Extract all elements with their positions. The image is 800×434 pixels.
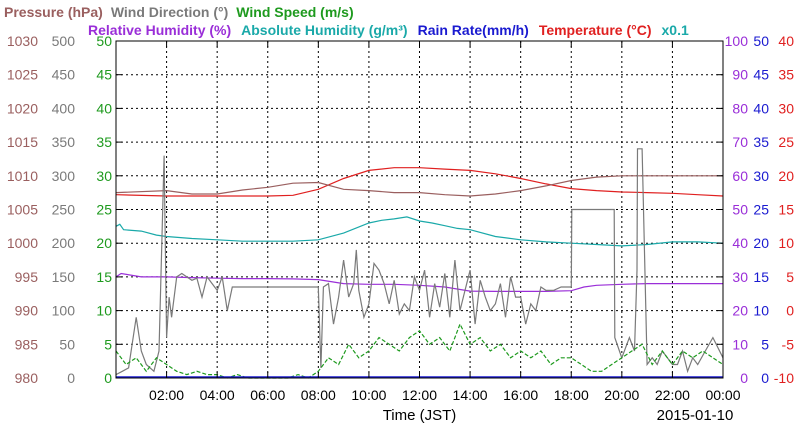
y-axes: 9809859909951000100510101015102010251030… [7,33,794,386]
y-tick-label-temperature: 0 [786,303,794,319]
y-tick-label-wind-speed: 0 [104,370,112,386]
y-tick-label-relative-humidity: 20 [732,303,748,319]
y-tick-label-rain-rate: 50 [753,33,769,49]
y-tick-label-temperature: -10 [774,370,794,386]
y-tick-label-wind-direction: 100 [52,303,76,319]
x-tick-label: 16:00 [503,387,538,403]
y-tick-label-relative-humidity: 10 [732,336,748,352]
y-tick-label-wind-direction: 200 [52,235,76,251]
y-tick-label-temperature: 30 [778,100,794,116]
y-tick-label-rain-rate: 20 [753,235,769,251]
y-tick-label-relative-humidity: 40 [732,235,748,251]
y-tick-label-wind-speed: 25 [96,202,112,218]
series-line-pressure [115,175,723,197]
header-title: Temperature (°C) [539,22,652,38]
x-tick-label: 04:00 [200,387,235,403]
series-line-relative-humidity [115,272,723,292]
y-tick-label-pressure: 1025 [7,67,38,83]
y-tick-label-pressure: 980 [15,370,39,386]
y-tick-label-rain-rate: 35 [753,134,769,150]
x-tick-label: 00:00 [705,387,740,403]
y-tick-label-wind-speed: 10 [96,303,112,319]
y-tick-label-wind-direction: 350 [52,134,76,150]
y-tick-label-wind-speed: 50 [96,33,112,49]
y-tick-label-rain-rate: 45 [753,67,769,83]
x-tick-label: 14:00 [453,387,488,403]
y-tick-label-rain-rate: 25 [753,202,769,218]
y-tick-label-wind-speed: 40 [96,100,112,116]
y-tick-label-wind-direction: 150 [52,269,76,285]
chart-series [115,148,724,379]
x-tick-label: 10:00 [351,387,386,403]
y-tick-label-rain-rate: 10 [753,303,769,319]
y-tick-label-pressure: 1005 [7,202,38,218]
x-tick-label: 18:00 [554,387,589,403]
y-tick-label-rain-rate: 0 [761,370,769,386]
y-tick-label-rain-rate: 40 [753,100,769,116]
y-tick-label-temperature: 25 [778,134,794,150]
y-tick-label-relative-humidity: 50 [732,202,748,218]
y-tick-label-pressure: 1015 [7,134,38,150]
header-title: x0.1 [662,22,689,38]
header-title: Wind Speed (m/s) [236,4,353,20]
y-tick-label-pressure: 995 [15,269,39,285]
date-label: 2015-01-10 [657,407,734,424]
x-tick-label: 08:00 [301,387,336,403]
y-tick-label-wind-speed: 20 [96,235,112,251]
header-title: Rain Rate(mm/h) [418,22,529,38]
y-tick-label-wind-direction: 400 [52,100,76,116]
y-tick-label-rain-rate: 15 [753,269,769,285]
x-tick-label: 02:00 [149,387,184,403]
x-axis-label: Time (JST) [383,407,457,424]
y-tick-label-pressure: 985 [15,336,39,352]
y-tick-label-pressure: 1030 [7,33,38,49]
y-tick-label-pressure: 990 [15,303,39,319]
chart-header: Pressure (hPa) Wind Direction (°) Wind Spe… [4,4,689,38]
y-tick-label-relative-humidity: 0 [740,370,748,386]
y-tick-label-wind-speed: 30 [96,168,112,184]
y-tick-label-pressure: 1010 [7,168,38,184]
y-tick-label-wind-direction: 50 [59,336,75,352]
series-line-wind-direction [115,148,724,376]
x-tick-label: 22:00 [655,387,690,403]
y-tick-label-relative-humidity: 30 [732,269,748,285]
y-tick-label-relative-humidity: 70 [732,134,748,150]
y-tick-label-relative-humidity: 60 [732,168,748,184]
y-tick-label-wind-direction: 450 [52,67,76,83]
header-title: Wind Direction (°) [111,4,228,20]
header-title: Absolute Humidity (g/m³) [241,22,407,38]
y-tick-label-wind-speed: 35 [96,134,112,150]
x-axis: 02:00 04:00 06:00 08:00 10:00 12:00 14:00 16:00… [149,41,741,403]
y-tick-label-wind-direction: 300 [52,168,76,184]
y-tick-label-temperature: 5 [786,269,794,285]
y-tick-label-wind-direction: 500 [52,33,76,49]
y-tick-label-wind-direction: 250 [52,202,76,218]
y-tick-label-temperature: 20 [778,168,794,184]
y-tick-label-temperature: 40 [778,33,794,49]
y-tick-label-temperature: 35 [778,67,794,83]
header-title: Pressure (hPa) [4,4,103,20]
y-tick-label-wind-direction: 0 [67,370,75,386]
y-tick-label-pressure: 1020 [7,100,38,116]
y-tick-label-relative-humidity: 90 [732,67,748,83]
y-tick-label-wind-speed: 15 [96,269,112,285]
y-tick-label-relative-humidity: 100 [725,33,749,49]
x-tick-label: 20:00 [604,387,639,403]
y-tick-label-temperature: 10 [778,235,794,251]
y-tick-label-relative-humidity: 80 [732,100,748,116]
y-tick-label-pressure: 1000 [7,235,38,251]
header-title: Relative Humidity (%) [88,22,231,38]
y-tick-label-temperature: -5 [782,336,795,352]
y-tick-label-rain-rate: 5 [761,336,769,352]
y-tick-label-wind-speed: 5 [104,336,112,352]
x-tick-label: 12:00 [402,387,437,403]
y-tick-label-rain-rate: 30 [753,168,769,184]
series-line-wind-speed [115,216,724,247]
y-tick-label-temperature: 15 [778,202,794,218]
y-tick-label-wind-speed: 45 [96,67,112,83]
chart-grid [116,41,723,378]
x-tick-label: 06:00 [250,387,285,403]
series-line-temperature [115,167,724,197]
